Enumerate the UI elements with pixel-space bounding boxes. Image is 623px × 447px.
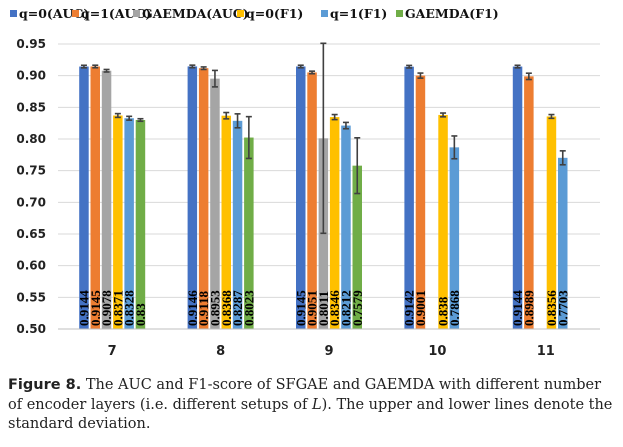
bar-value-label: 0.8368 [219, 290, 234, 326]
y-tick-label: 0.60 [16, 259, 46, 273]
x-tick-label: 9 [324, 344, 333, 359]
bar-value-label: 0.8328 [122, 290, 137, 326]
bar [79, 66, 89, 330]
bar [438, 114, 448, 329]
legend-label: GAEMDA(AUC) [142, 6, 249, 21]
bar-value-label: 0.9144 [76, 290, 91, 326]
legend-swatch [72, 10, 79, 17]
bar [341, 125, 351, 329]
bar [558, 157, 568, 329]
bar [221, 115, 231, 330]
bar [329, 117, 340, 329]
legend-swatch [237, 10, 244, 17]
legend-item-0: q=0(AUC) [10, 6, 89, 21]
figure-caption: Figure 8. The AUC and F1-score of SFGAE … [8, 376, 616, 435]
legend-label: q=1(F1) [330, 6, 387, 21]
x-axis: 7 8 9 10 11 [58, 328, 600, 359]
bar-chart: q=0(AUC)q=1(AUC)GAEMDA(AUC)q=0(F1) q=1(F1… [10, 6, 600, 359]
bar [113, 115, 123, 330]
y-tick-label: 0.75 [16, 164, 46, 178]
bar-value-label: 0.7868 [447, 290, 462, 326]
bar [296, 66, 306, 329]
bar [512, 66, 523, 330]
caption-text-after: ). The upper and lower lines denote the … [8, 396, 613, 433]
bar-value-label: 0.83 [133, 303, 148, 326]
bar-value-label: 0.8023 [241, 290, 256, 326]
bar-value-label: 0.8346 [327, 290, 342, 326]
bar [404, 66, 414, 329]
y-tick-label: 0.50 [16, 322, 46, 336]
bar-value-label: 0.9001 [413, 290, 428, 326]
caption-italic-symbol: L [311, 396, 322, 413]
caption-label: Figure 8. [8, 377, 82, 393]
bar-value-label: 0.8953 [207, 290, 222, 326]
bar [101, 70, 112, 329]
y-tick-label: 0.80 [16, 132, 46, 146]
bar-value-label: 0.8212 [338, 290, 353, 326]
bar [449, 147, 460, 329]
legend-label: q=0(F1) [246, 6, 303, 21]
legend-item-1: q=1(AUC) [72, 6, 151, 21]
y-tick-label: 0.85 [16, 100, 46, 114]
bar [524, 76, 534, 329]
x-tick-label: 7 [108, 344, 117, 359]
bar [307, 72, 317, 329]
legend-item-5: GAEMDA(F1) [396, 6, 499, 21]
bar-value-label: 0.9078 [99, 290, 114, 326]
y-tick-label: 0.65 [16, 227, 46, 241]
bar-value-label: 0.9146 [185, 290, 200, 326]
bar [90, 66, 100, 329]
legend-item-2: GAEMDA(AUC) [133, 6, 249, 21]
bar-value-label: 0.8371 [110, 290, 125, 326]
bar [232, 120, 243, 329]
x-tick-label: 10 [428, 344, 446, 359]
bar [187, 66, 198, 330]
y-axis: 0.50 0.55 0.60 0.65 0.70 0.75 0.80 0.85 0.90 0.95 [16, 37, 46, 336]
legend-swatch [396, 10, 403, 17]
legend-item-4: q=1(F1) [321, 6, 387, 21]
legend-swatch [10, 10, 17, 17]
y-tick-label: 0.70 [16, 195, 46, 209]
y-tick-label: 0.90 [16, 69, 46, 83]
bar-value-label: 0.8356 [544, 290, 559, 326]
legend-label: GAEMDA(F1) [405, 6, 499, 21]
bar-value-label: 0.9051 [305, 290, 320, 326]
legend-swatch [133, 10, 140, 17]
bar-value-label: 0.838 [436, 296, 451, 326]
bar-value-label: 0.9144 [510, 290, 525, 326]
bar [352, 165, 362, 329]
legend-label: q=0(AUC) [19, 6, 89, 21]
chart-legend: q=0(AUC)q=1(AUC)GAEMDA(AUC)q=0(F1) q=1(F1… [10, 6, 499, 21]
bar-value-label: 0.7703 [555, 290, 570, 326]
bar-value-label: 0.9145 [88, 290, 103, 326]
bar-value-label: 0.9142 [402, 290, 417, 326]
y-tick-label: 0.55 [16, 290, 46, 304]
bar [135, 120, 146, 329]
bar [210, 78, 220, 329]
caption-text-before: The AUC and F1-score of SFGAE and GAEMDA… [8, 377, 602, 413]
bar-value-label: 0.7579 [350, 290, 365, 326]
legend-item-3: q=0(F1) [237, 6, 303, 21]
bar-value-label: 0.8011 [316, 291, 331, 326]
bar-value-label: 0.9118 [196, 290, 211, 326]
x-tick-label: 8 [216, 344, 225, 359]
bar [198, 68, 209, 330]
bar [244, 137, 254, 329]
bar [124, 118, 134, 329]
bar [415, 75, 426, 329]
bar [546, 116, 557, 329]
grid-lines [58, 43, 600, 298]
x-tick-label: 11 [537, 344, 555, 359]
y-tick-label: 0.95 [16, 37, 46, 51]
bar-value-label: 0.8287 [230, 290, 245, 326]
legend-swatch [321, 10, 328, 17]
bar-value-label: 0.8989 [521, 290, 536, 326]
legend-label: q=1(AUC) [81, 6, 151, 21]
bar-value-label: 0.9145 [293, 290, 308, 326]
